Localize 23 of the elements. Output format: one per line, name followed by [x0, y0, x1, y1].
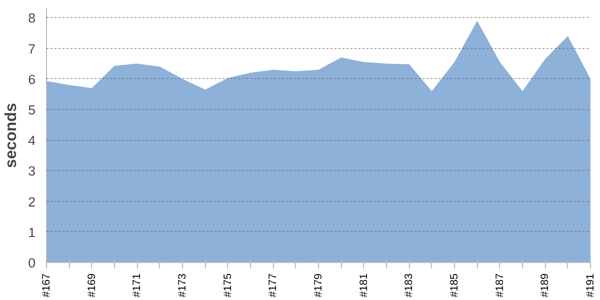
y-tick-label: 2 [28, 194, 36, 210]
x-tick-label: #173 [176, 273, 188, 298]
x-tick-label: #189 [539, 273, 552, 298]
x-tick-label: #169 [86, 273, 98, 298]
x-tick-label: #179 [312, 273, 324, 298]
x-tick-label: #177 [267, 273, 280, 298]
y-tick-label: 8 [28, 10, 36, 26]
y-axis-title: seconds [3, 102, 20, 168]
x-tick-label: #187 [494, 273, 506, 298]
x-tick-label: #175 [222, 273, 234, 298]
y-tick-label: 0 [28, 256, 36, 270]
x-tick-label: #185 [448, 273, 460, 298]
y-tick-label: 5 [28, 102, 36, 118]
y-tick-label: 7 [28, 41, 36, 56]
y-tick-label: 3 [28, 164, 36, 179]
x-tick-label: #183 [403, 273, 416, 298]
y-tick-label: 4 [28, 133, 36, 148]
x-tick-label: #171 [131, 273, 144, 298]
y-tick-label: 6 [28, 72, 36, 87]
x-tick-label: #181 [358, 273, 370, 298]
y-tick-label: 1 [28, 224, 36, 240]
x-tick-label: #191 [584, 273, 596, 298]
x-tick-label: #167 [40, 273, 52, 298]
